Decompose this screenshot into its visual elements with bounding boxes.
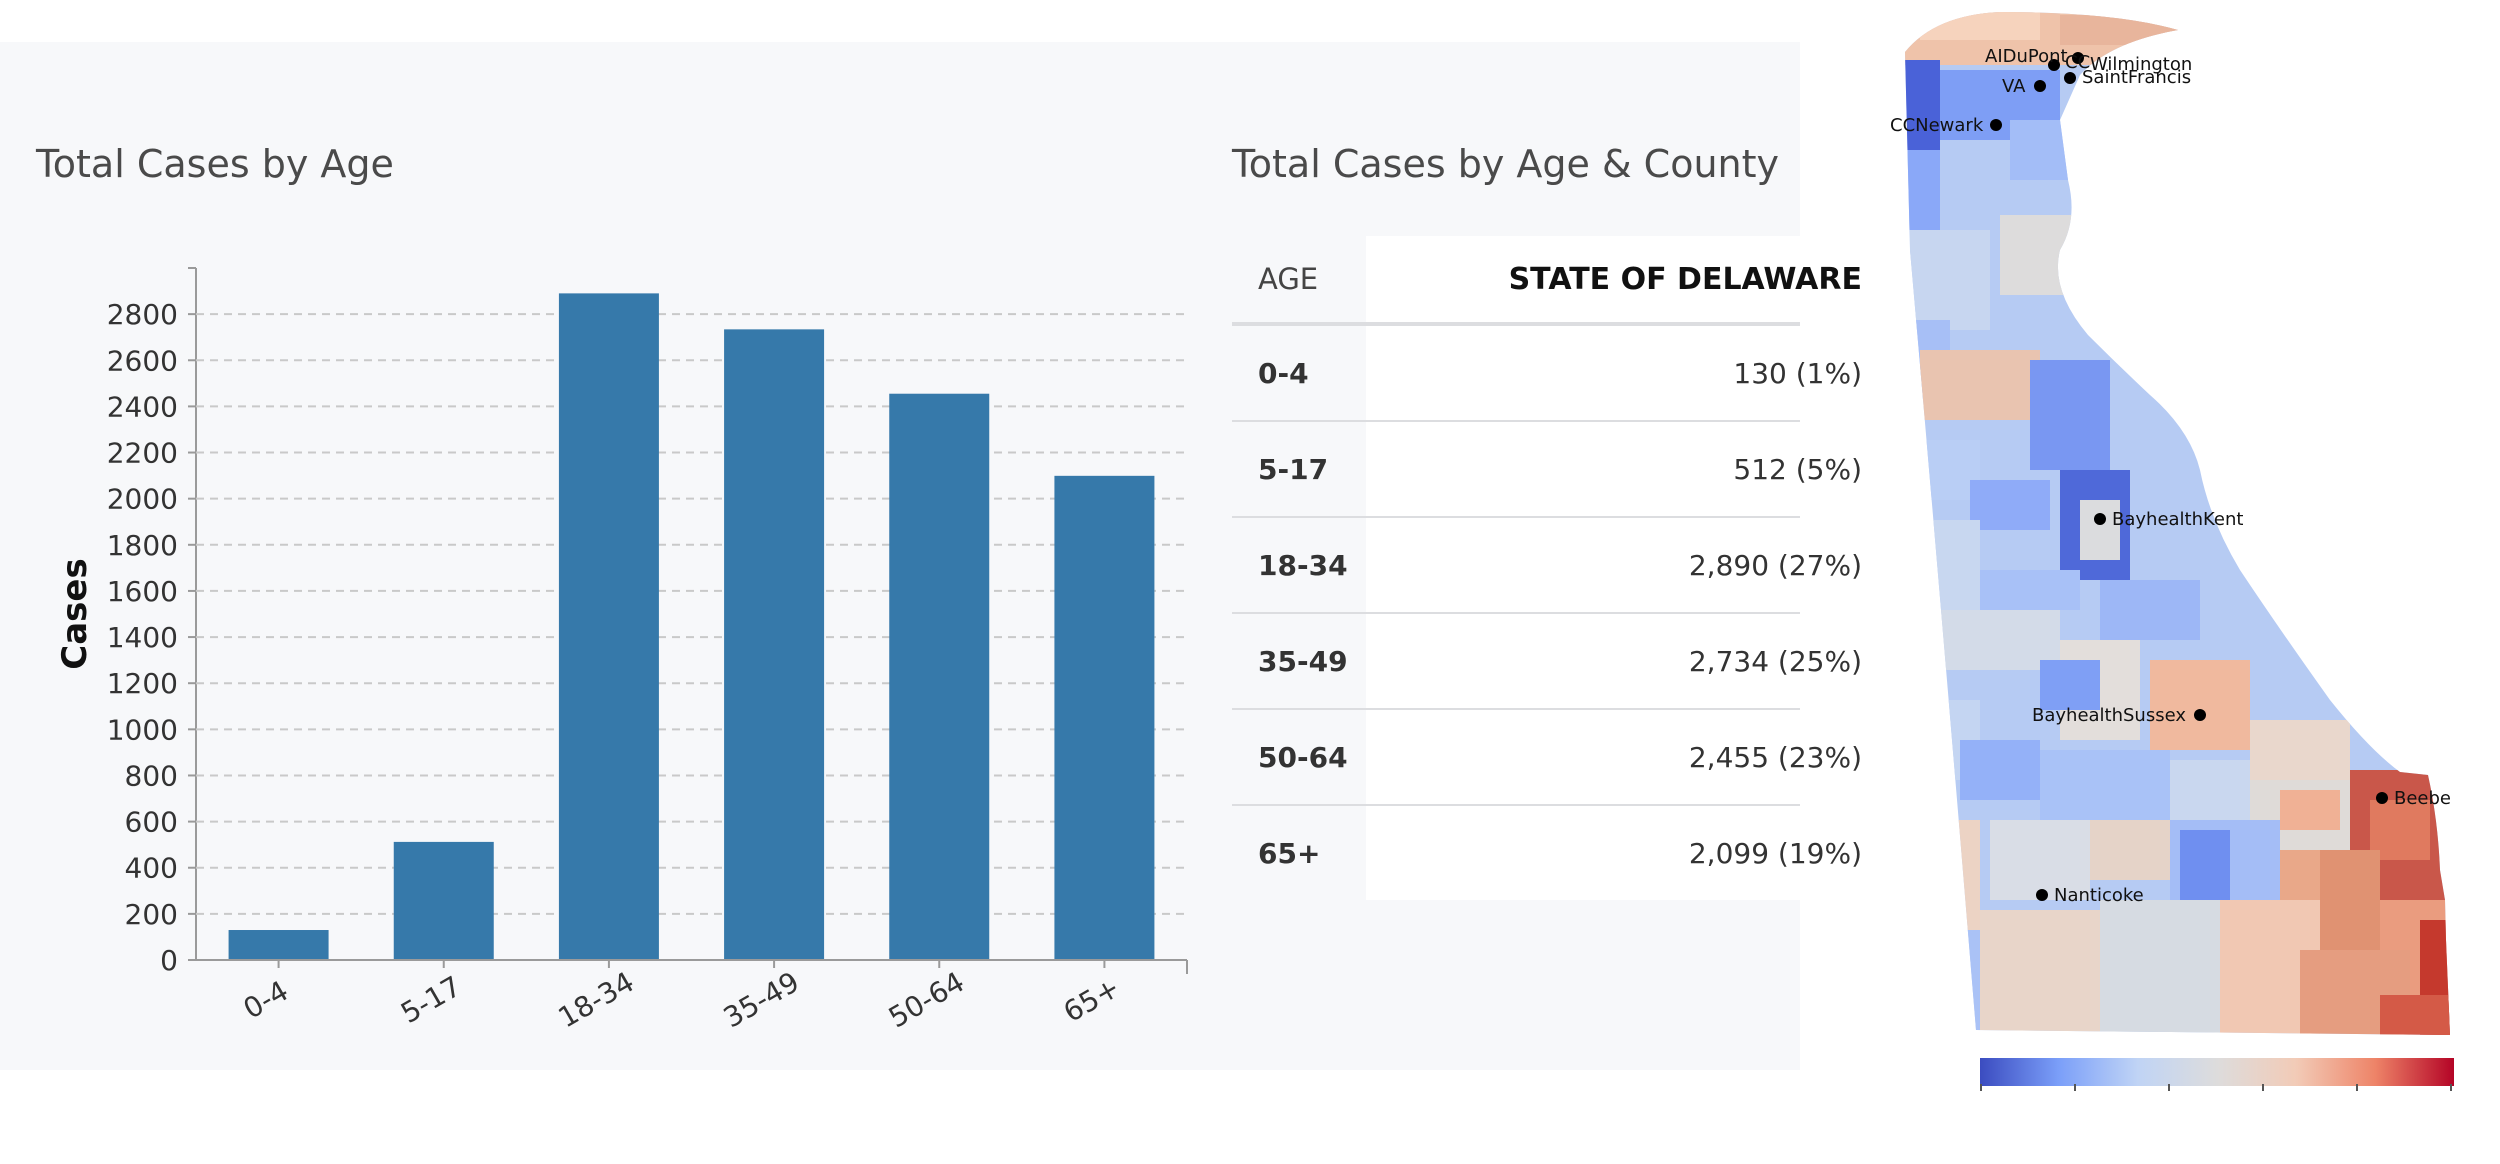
bar [558,293,659,961]
bar [724,329,825,961]
table-row: 0-4 130 (1%) [1232,326,1886,422]
x-tick-label: 35-49 [718,965,805,1034]
hospital-marker[interactable] [2036,889,2048,901]
table-row: 35-49 2,734 (25%) [1232,614,1886,710]
map-label: BayhealthKent [2112,509,2243,530]
bar [1054,475,1155,960]
header-age[interactable]: AGE [1258,262,1319,296]
table-row: 5-17 512 (5%) [1232,422,1886,518]
row-value: 130 (1%) [1366,326,1886,420]
y-tick-label: 600 [125,806,178,839]
bar [889,393,990,960]
x-tick-label: 0-4 [238,974,294,1025]
y-tick-label: 2800 [107,298,178,331]
row-age: 35-49 [1258,644,1348,678]
y-tick-label: 1600 [107,575,178,608]
age-bar-chart: 0 200 400 600 800 1000 1200 1400 1600 1800 2000 220… [55,267,1188,1034]
y-tick-label: 400 [125,852,178,885]
y-axis-label: Cases [55,558,95,669]
table-row: 50-64 2,455 (23%) [1232,710,1886,806]
row-value: 2,890 (27%) [1366,518,1886,612]
row-value: 512 (5%) [1366,422,1886,516]
bar [393,841,494,960]
y-tick-label: 2200 [107,437,178,470]
map-label: VA [2002,76,2026,97]
color-scale-ticks [1980,1084,2454,1092]
row-age: 65+ [1258,836,1321,870]
map-label: Beebe [2394,788,2451,809]
hospital-marker[interactable] [2376,792,2388,804]
color-scale-bar [1980,1058,2454,1086]
y-tick-label: 1000 [107,713,178,746]
y-tick-label: 2400 [107,390,178,423]
hospital-marker[interactable] [1990,119,2002,131]
map-label: SaintFrancis [2082,67,2191,88]
y-tick-label: 1400 [107,621,178,654]
map-label: Wilmington [2090,54,2192,75]
row-value: 2,455 (23%) [1366,710,1886,804]
bar [228,930,329,960]
table-header-row: AGE STATE OF DELAWARE [1232,236,1886,326]
row-value: 2,734 (25%) [1366,614,1886,708]
age-county-table: AGE STATE OF DELAWARE 0-4 130 (1%) 5-17 … [1232,236,1886,900]
y-tick-label: 1800 [107,529,178,562]
row-age: 0-4 [1258,356,1309,390]
x-tick-label: 5-17 [395,970,467,1030]
table-row: 65+ 2,099 (19%) [1232,806,1886,900]
hospital-marker[interactable] [2064,72,2076,84]
map-label: AIDuPont [1985,46,2068,67]
chart-title: Total Cases by Age [36,142,394,186]
hospital-marker[interactable] [2034,80,2046,92]
y-tick-label: 2000 [107,483,178,516]
map-label: Nanticoke [2054,885,2144,906]
x-tick-label: 18-34 [553,965,640,1034]
hospital-marker[interactable] [2194,709,2206,721]
row-value: 2,099 (19%) [1366,806,1886,900]
map-label: CCNewark [1890,115,1984,136]
y-tick-label: 200 [125,898,178,931]
y-tick-label: 800 [125,759,178,792]
hospital-markers: AIDuPont CC Wilmington SaintFrancis VA C… [1890,46,2451,906]
hospital-marker[interactable] [2072,52,2084,64]
table-title: Total Cases by Age & County [1232,142,1780,186]
hospital-marker[interactable] [2048,59,2060,71]
x-tick-label: 50-64 [883,965,970,1034]
row-age: 5-17 [1258,452,1329,486]
delaware-choropleth-map[interactable]: AIDuPont CC Wilmington SaintFrancis VA C… [1860,0,2460,1050]
row-age: 18-34 [1258,548,1348,582]
table-row: 18-34 2,890 (27%) [1232,518,1886,614]
header-state[interactable]: STATE OF DELAWARE [1366,236,1886,322]
y-tick-label: 0 [160,944,178,977]
x-tick-label: 65+ [1058,971,1126,1029]
row-age: 50-64 [1258,740,1348,774]
map-label: BayhealthSussex [2032,705,2186,726]
y-tick-label: 1200 [107,667,178,700]
map-label: CC [2065,52,2090,73]
y-tick-label: 2600 [107,344,178,377]
hospital-marker[interactable] [2094,513,2106,525]
